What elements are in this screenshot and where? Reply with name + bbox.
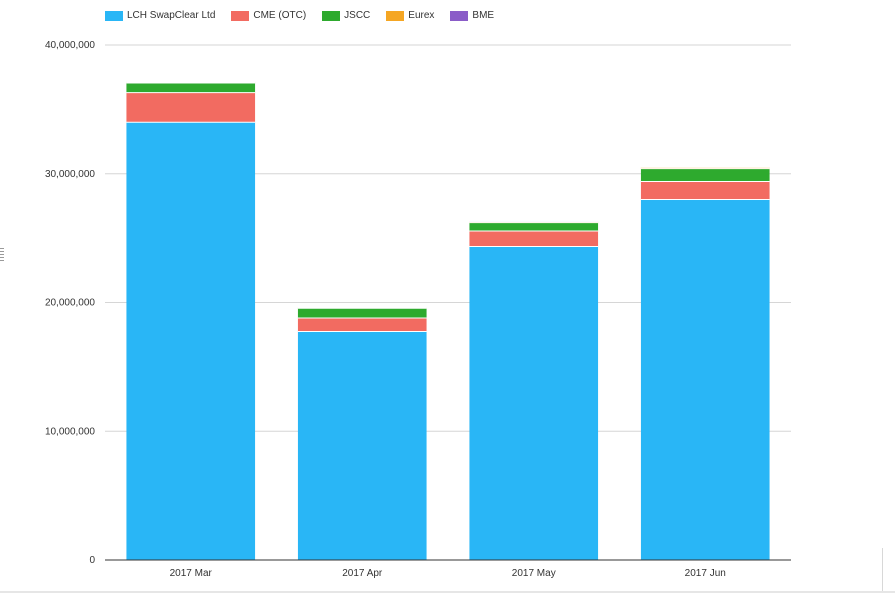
bar-segment[interactable]	[298, 331, 427, 560]
legend-swatch	[322, 11, 340, 21]
bar-segment[interactable]	[298, 318, 427, 332]
legend-swatch	[386, 11, 404, 21]
legend-label: BME	[472, 10, 494, 21]
legend-swatch	[450, 11, 468, 21]
legend-item[interactable]: Eurex	[386, 10, 434, 21]
legend: LCH SwapClear Ltd CME (OTC) JSCC Eurex BME	[105, 10, 494, 21]
y-tick-label: 20,000,000	[45, 298, 95, 309]
y-tick-label: 30,000,000	[45, 169, 95, 180]
panel-border	[882, 548, 895, 593]
bar-segment[interactable]	[126, 83, 255, 93]
bar-segment[interactable]	[298, 308, 427, 318]
bar-segment[interactable]	[469, 223, 598, 231]
y-tick-label: 40,000,000	[45, 40, 95, 51]
legend-label: Eurex	[408, 10, 434, 21]
bar-segment[interactable]	[641, 200, 770, 561]
legend-label: JSCC	[344, 10, 370, 21]
legend-item[interactable]: JSCC	[322, 10, 370, 21]
y-tick-label: 0	[89, 555, 95, 566]
resize-handle[interactable]	[0, 248, 4, 262]
bar-segment[interactable]	[126, 122, 255, 560]
x-tick-label: 2017 Jun	[685, 568, 726, 579]
bar-segment[interactable]	[641, 181, 770, 199]
x-tick-label: 2017 Mar	[170, 568, 213, 579]
bar-segment[interactable]	[469, 231, 598, 246]
bar-segment[interactable]	[126, 93, 255, 123]
legend-swatch	[105, 11, 123, 21]
x-tick-label: 2017 May	[512, 568, 556, 579]
bar-segment[interactable]	[641, 169, 770, 182]
legend-label: LCH SwapClear Ltd	[127, 10, 215, 21]
legend-item[interactable]: BME	[450, 10, 494, 21]
bar-segment[interactable]	[469, 246, 598, 560]
legend-item[interactable]: LCH SwapClear Ltd	[105, 10, 215, 21]
x-tick-label: 2017 Apr	[342, 568, 383, 579]
legend-swatch	[231, 11, 249, 21]
legend-label: CME (OTC)	[253, 10, 306, 21]
y-tick-label: 10,000,000	[45, 426, 95, 437]
legend-item[interactable]: CME (OTC)	[231, 10, 306, 21]
